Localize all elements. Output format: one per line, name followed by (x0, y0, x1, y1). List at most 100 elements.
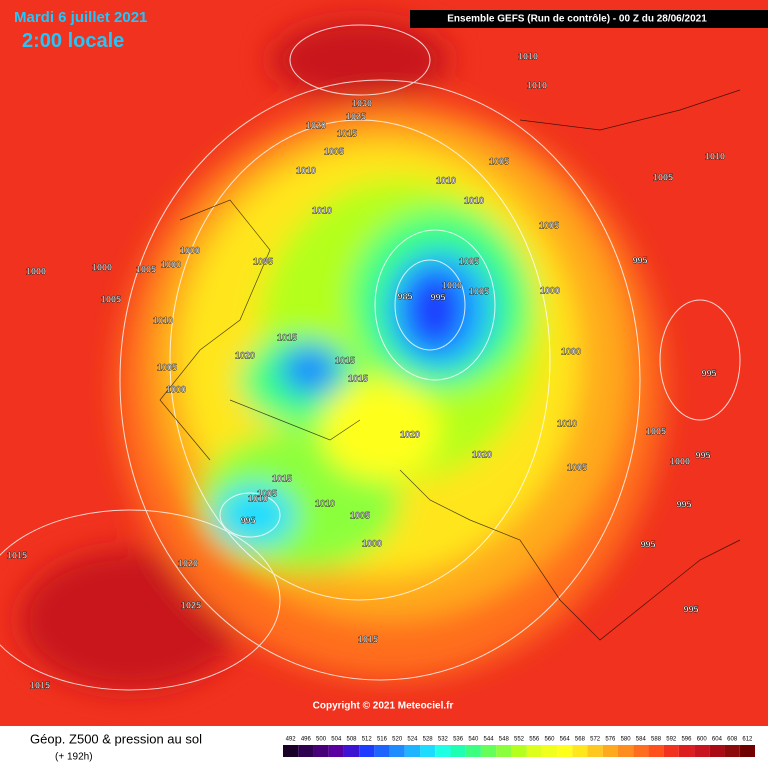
scale-label: 564 (560, 737, 571, 743)
scale-swatch (435, 745, 451, 757)
isobar-label: 1010 (527, 80, 547, 90)
scale-label: 496 (301, 737, 312, 743)
isobar-label: 1010 (153, 315, 173, 325)
isobar-label: 1000 (540, 285, 560, 295)
scale-swatch (450, 745, 466, 757)
isobar-label: 1000 (561, 346, 581, 356)
scale-label: 540 (468, 737, 479, 743)
isobar-label: 1010 (705, 151, 725, 161)
scale-swatch (663, 745, 679, 757)
scale-swatch (496, 745, 512, 757)
isobar-label: 1005 (350, 510, 370, 520)
isobar-label: 1005 (101, 294, 121, 304)
isobar-label: 1010 (518, 51, 538, 61)
scale-label: 508 (347, 737, 358, 743)
isobar-label: 995 (676, 499, 691, 509)
scale-swatch (328, 745, 344, 757)
isobar-label: 1005 (539, 220, 559, 230)
scale-label: 516 (377, 737, 388, 743)
isobar-label: 1015 (335, 355, 355, 365)
isobar-label: 995 (695, 450, 710, 460)
scale-label: 500 (316, 737, 327, 743)
scale-label: 552 (514, 737, 525, 743)
isobar-label: 1020 (472, 449, 492, 459)
scale-label: 612 (742, 737, 753, 743)
scale-swatch (526, 745, 542, 757)
geopotential-field (20, 20, 665, 690)
isobar-label: 1010 (557, 418, 577, 428)
scale-label: 576 (605, 737, 616, 743)
scale-label: 568 (575, 737, 586, 743)
scale-swatch (465, 745, 481, 757)
scale-label: 524 (407, 737, 418, 743)
isobar-label: 995 (701, 368, 716, 378)
isobar-label: 1020 (400, 429, 420, 439)
isobar-label: 1005 (257, 488, 277, 498)
scale-swatch (313, 745, 329, 757)
isobar-label: 1015 (358, 634, 378, 644)
isobar-label: 1000 (180, 245, 200, 255)
isobar-label: 1000 (442, 280, 462, 290)
scale-swatch (557, 745, 573, 757)
scale-label: 584 (636, 737, 647, 743)
scale-label: 528 (423, 737, 434, 743)
isobar-label: 1005 (157, 362, 177, 372)
isobar-label: 1020 (178, 558, 198, 568)
forecast-time: 2:00 locale (22, 30, 124, 52)
run-info: Ensemble GEFS (Run de contrôle) - 00 Z d… (447, 14, 707, 25)
isobar-label: 1015 (7, 550, 27, 560)
scale-label: 520 (392, 737, 403, 743)
scale-label: 592 (666, 737, 677, 743)
scale-swatch (633, 745, 649, 757)
isobar-label: 1010 (315, 498, 335, 508)
isobar-label: 1005 (646, 426, 666, 436)
isobar-label: 1010 (464, 195, 484, 205)
isobar-label: 1000 (362, 538, 382, 548)
scale-swatch (359, 745, 375, 757)
scale-swatch (572, 745, 588, 757)
isobar-label: 1000 (670, 456, 690, 466)
isobar-label: 1030 (352, 98, 372, 108)
scale-label: 600 (697, 737, 708, 743)
isobar-label: 1005 (567, 462, 587, 472)
isobar-label: 1005 (253, 256, 273, 266)
scale-swatch (617, 745, 634, 757)
isobar-label: 1010 (296, 165, 316, 175)
scale-swatch (374, 745, 390, 757)
isobars (0, 24, 741, 691)
isobar-label: 1020 (235, 350, 255, 360)
scale-label: 560 (544, 737, 555, 743)
isobar-label: 985 (397, 291, 412, 301)
isobar-label: 1005 (324, 146, 344, 156)
isobar-label: 1000 (166, 384, 186, 394)
isobar-label: 1020 (306, 120, 326, 130)
copyright: Copyright © 2021 Meteociel.fr (313, 701, 454, 712)
legend-title: Géop. Z500 & pression au sol (30, 731, 202, 746)
isobar-label: 1010 (248, 493, 268, 503)
scale-label: 604 (712, 737, 723, 743)
isobar-label: 1015 (30, 680, 50, 690)
scale-swatch (694, 745, 710, 757)
scale-label: 532 (438, 737, 449, 743)
isobar-label: 1015 (337, 128, 357, 138)
forecast-date: Mardi 6 juillet 2021 (14, 9, 147, 26)
scale-label: 556 (529, 737, 540, 743)
scale-swatch (511, 745, 527, 757)
scale-swatch (648, 745, 664, 757)
scale-label: 588 (651, 737, 662, 743)
scale-swatch (343, 745, 360, 757)
scale-label: 492 (286, 737, 297, 743)
isobar-label: 1000 (26, 266, 46, 276)
isobar-label: 1005 (136, 264, 156, 274)
scale-swatch (678, 745, 695, 757)
isobar-label: 1015 (348, 373, 368, 383)
isobar-label: 1010 (312, 205, 332, 215)
scale-swatch (587, 745, 603, 757)
scale-label: 536 (453, 737, 464, 743)
coastlines (159, 89, 741, 641)
scale-swatch (709, 745, 725, 757)
scale-swatch (389, 745, 405, 757)
scale-label: 544 (484, 737, 495, 743)
header-bar (410, 10, 768, 28)
